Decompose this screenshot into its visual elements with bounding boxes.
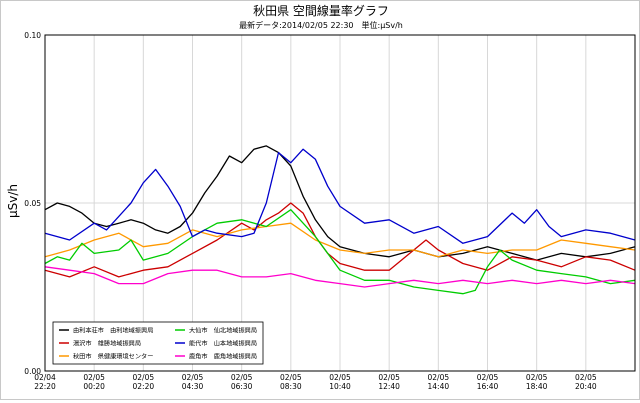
legend-label: 湯沢市 雄勝地域振興局 [73,340,141,348]
x-tick-label: 06:30 [231,382,253,391]
axis-labels: 02/0422:2002/0500:2002/0502:2002/0504:30… [24,31,597,391]
legend-label: 秋田市 県健康環境センター [73,353,153,361]
x-tick-label: 02/05 [428,373,450,382]
x-tick-label: 16:40 [477,382,499,391]
series-line [44,222,636,258]
x-tick-label: 22:20 [34,382,56,391]
x-tick-label: 02/05 [182,373,204,382]
series-line [44,148,636,244]
x-tick-label: 10:40 [329,382,351,391]
x-tick-label: 02/05 [280,373,302,382]
y-tick-label: 0.00 [24,367,41,376]
x-tick-label: 02/05 [329,373,351,382]
x-tick-label: 02/05 [477,373,499,382]
y-axis-label: μSv/h [6,184,20,218]
x-tick-label: 08:30 [280,382,302,391]
y-tick-label: 0.05 [24,199,41,208]
chart-title: 秋田県 空間線量率グラフ [253,3,389,18]
x-tick-label: 02/05 [83,373,105,382]
legend-label: 由利本荘市 由利地域振興局 [73,327,153,335]
plot-border [44,34,636,372]
x-tick-label: 18:40 [526,382,548,391]
x-tick-label: 14:40 [428,382,450,391]
legend-label: 能代市 山本地域振興局 [189,340,257,348]
y-tick-label: 0.10 [24,31,41,40]
chart-subtitle: 最新データ:2014/02/05 22:30 単位:μSv/h [239,20,403,30]
x-tick-label: 02/04 [34,373,56,382]
x-tick-label: 20:40 [575,382,597,391]
series-line [44,209,636,295]
legend-box [52,321,264,365]
x-tick-label: 12:40 [378,382,400,391]
x-tick-label: 02/05 [575,373,597,382]
legend-label: 大仙市 仙北地域振興局 [189,327,257,335]
x-tick-label: 02/05 [133,373,155,382]
legend-label: 鹿角市 鹿角地域振興局 [189,353,257,361]
x-tick-label: 02/05 [231,373,253,382]
series-line [44,145,636,261]
x-tick-label: 02:20 [133,382,155,391]
x-tick-label: 00:20 [83,382,105,391]
x-tick-label: 02/05 [378,373,400,382]
x-tick-label: 02/05 [526,373,548,382]
x-tick-label: 04:30 [182,382,204,391]
series-lines [44,145,636,295]
grid [44,34,635,372]
series-line [44,266,636,288]
